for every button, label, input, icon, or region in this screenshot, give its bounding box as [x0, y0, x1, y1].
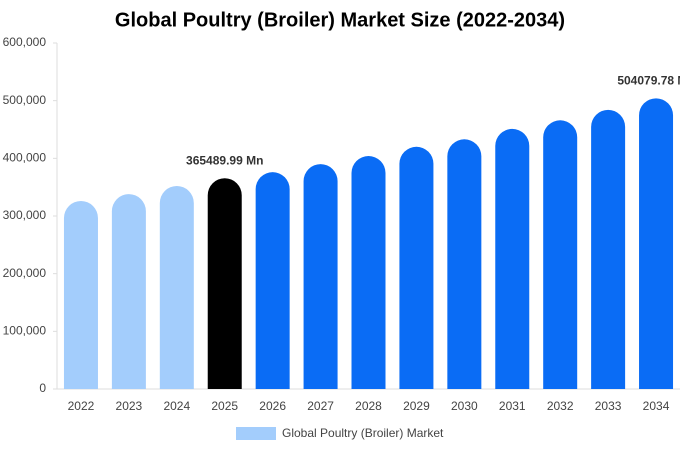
- bar: [159, 186, 194, 389]
- y-tick-label: 500,000: [3, 93, 47, 107]
- bar: [495, 128, 530, 389]
- x-tick-label: 2023: [116, 399, 143, 413]
- y-tick-label: 600,000: [3, 35, 47, 49]
- data-label: 365489.99 Mn: [186, 153, 263, 167]
- legend-label: Global Poultry (Broiler) Market: [282, 426, 444, 440]
- x-tick-label: 2033: [595, 399, 622, 413]
- y-tick-label: 400,000: [3, 151, 47, 165]
- bar: [639, 98, 674, 389]
- bar: [255, 172, 290, 389]
- bar: [303, 164, 338, 389]
- x-tick-label: 2030: [451, 399, 478, 413]
- bar: [63, 201, 98, 389]
- bar: [351, 156, 386, 389]
- bar: [399, 146, 434, 389]
- x-tick-label: 2028: [355, 399, 382, 413]
- x-tick-label: 2027: [307, 399, 334, 413]
- y-tick-label: 300,000: [3, 208, 47, 222]
- x-tick-label: 2032: [547, 399, 574, 413]
- x-tick-label: 2029: [403, 399, 430, 413]
- x-tick-label: 2025: [211, 399, 238, 413]
- x-tick-label: 2024: [163, 399, 190, 413]
- bar: [207, 178, 242, 389]
- y-tick-label: 0: [39, 381, 46, 395]
- bar: [543, 120, 578, 389]
- x-tick-label: 2026: [259, 399, 286, 413]
- x-tick-label: 2034: [643, 399, 670, 413]
- x-tick-label: 2031: [499, 399, 526, 413]
- y-tick-label: 200,000: [3, 266, 47, 280]
- y-tick-label: 100,000: [3, 324, 47, 338]
- bar: [447, 139, 482, 389]
- legend-swatch: [236, 427, 276, 440]
- chart-title: Global Poultry (Broiler) Market Size (20…: [115, 9, 565, 31]
- x-tick-label: 2022: [68, 399, 95, 413]
- bar: [591, 109, 626, 389]
- data-label: 504079.78 Mn: [617, 73, 680, 87]
- bar: [111, 194, 146, 389]
